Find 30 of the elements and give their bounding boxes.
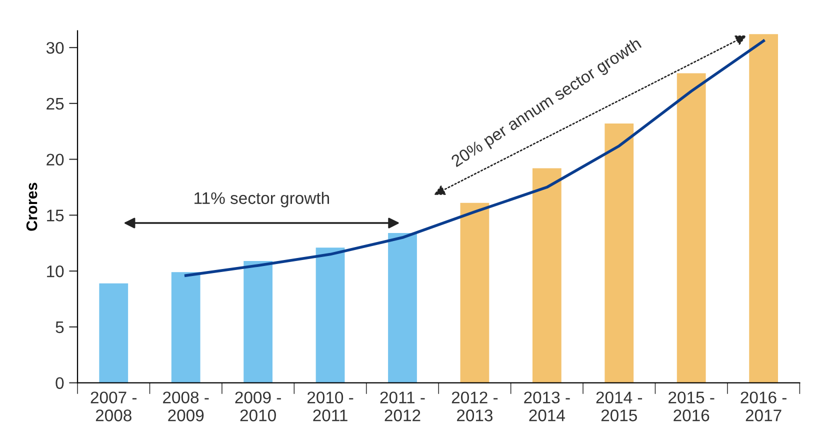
x-tick-label: 2009 - 2010 (235, 392, 281, 422)
line-series (184, 39, 765, 277)
x-tick-label: 2010 - 2011 (307, 392, 354, 422)
y-tick-label: 30 (46, 42, 64, 54)
y-tick-label: 5 (56, 322, 64, 334)
bar (388, 233, 417, 383)
bar (676, 73, 706, 383)
bar (244, 260, 273, 383)
y-tick-label: 20 (46, 154, 64, 166)
x-tick-label: 2013 - 2014 (524, 392, 570, 422)
x-tick-label: 2015 - 2016 (668, 392, 714, 422)
y-tick-label: 15 (47, 210, 64, 222)
bar (316, 248, 345, 383)
x-tick-label: 2014 - 2015 (596, 392, 642, 422)
annotation: 11% sector growth (194, 192, 329, 208)
bar (532, 168, 562, 383)
y-tick-label: 10 (47, 265, 64, 278)
x-tick-label: 2016 - 2017 (740, 392, 786, 422)
x-tick-label: 2008 - 2009 (163, 392, 209, 422)
bar (171, 272, 200, 383)
y-tick-label: 25 (46, 98, 64, 110)
bar (749, 34, 778, 383)
x-tick-label: 2011 - 2012 (380, 392, 425, 422)
x-tick-label: 2007 - 2008 (90, 392, 137, 422)
y-axis-title: Crores (26, 182, 38, 231)
y-tick-label: 0 (56, 377, 64, 390)
x-tick-label: 2012 - 2013 (452, 392, 498, 422)
bar (460, 202, 490, 383)
bar (604, 124, 634, 383)
bar (99, 283, 128, 383)
